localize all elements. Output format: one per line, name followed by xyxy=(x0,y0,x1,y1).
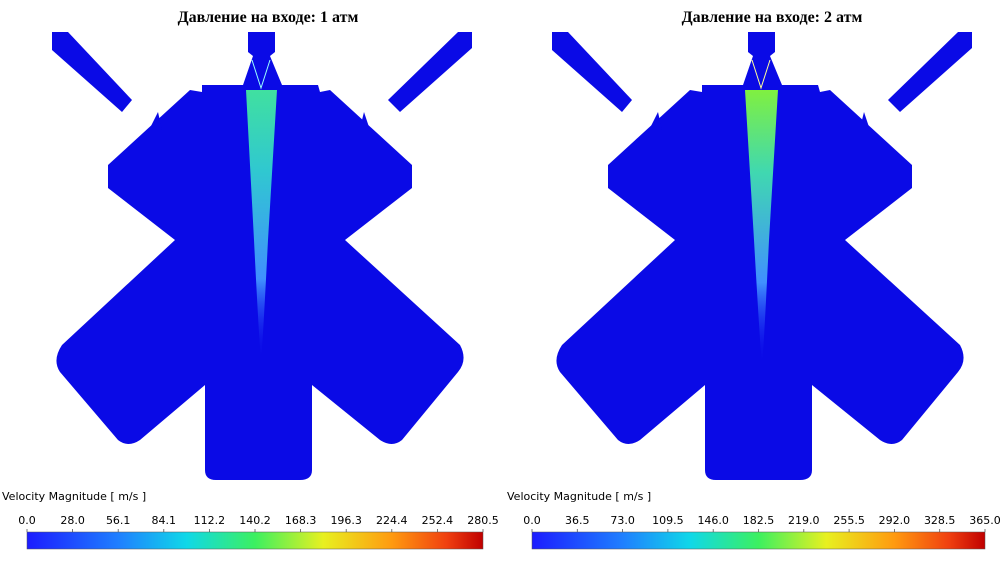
colorbar xyxy=(26,531,484,550)
colorbar-tick-label: 109.5 xyxy=(652,514,684,527)
colorbar-tick-label: 252.4 xyxy=(422,514,454,527)
colorbar-tick-label: 112.2 xyxy=(194,514,226,527)
colorbar-tick-label: 196.3 xyxy=(330,514,362,527)
colorbar-tick-label: 292.0 xyxy=(879,514,911,527)
colorbar-tick-label: 84.1 xyxy=(152,514,177,527)
colorbar-tick-label: 28.0 xyxy=(60,514,85,527)
colorbar-tick-label: 280.5 xyxy=(467,514,499,527)
colorbar-tick-label: 219.0 xyxy=(788,514,820,527)
panel-title: Давление на входе: 2 атм xyxy=(682,9,863,26)
colorbar-tick-label: 0.0 xyxy=(18,514,36,527)
legend-title: Velocity Magnitude [ m/s ] xyxy=(2,490,146,503)
colorbar-tick-label: 365.0 xyxy=(969,514,1000,527)
colorbar-tick-label: 224.4 xyxy=(376,514,408,527)
colorbar-tick-label: 56.1 xyxy=(106,514,131,527)
colorbar-tick-label: 255.5 xyxy=(833,514,865,527)
colorbar-tick-label: 182.5 xyxy=(743,514,775,527)
panel-1 xyxy=(52,32,472,480)
colorbar-tick-label: 140.2 xyxy=(239,514,271,527)
inlet-streaks xyxy=(251,59,271,90)
inlet-streaks xyxy=(751,59,771,90)
colorbar-tick-label: 168.3 xyxy=(285,514,317,527)
colorbar-tick-label: 73.0 xyxy=(610,514,635,527)
velocity-jet xyxy=(246,90,277,360)
velocity-jet xyxy=(745,90,778,365)
colorbar-tick-label: 328.5 xyxy=(924,514,956,527)
colorbar xyxy=(531,531,986,550)
colorbar-tick-label: 36.5 xyxy=(565,514,590,527)
colorbar-tick-label: 0.0 xyxy=(523,514,541,527)
panel-2 xyxy=(552,32,972,480)
legend-title: Velocity Magnitude [ m/s ] xyxy=(507,490,651,503)
panel-title: Давление на входе: 1 атм xyxy=(178,9,359,26)
colorbar-tick-label: 146.0 xyxy=(697,514,729,527)
